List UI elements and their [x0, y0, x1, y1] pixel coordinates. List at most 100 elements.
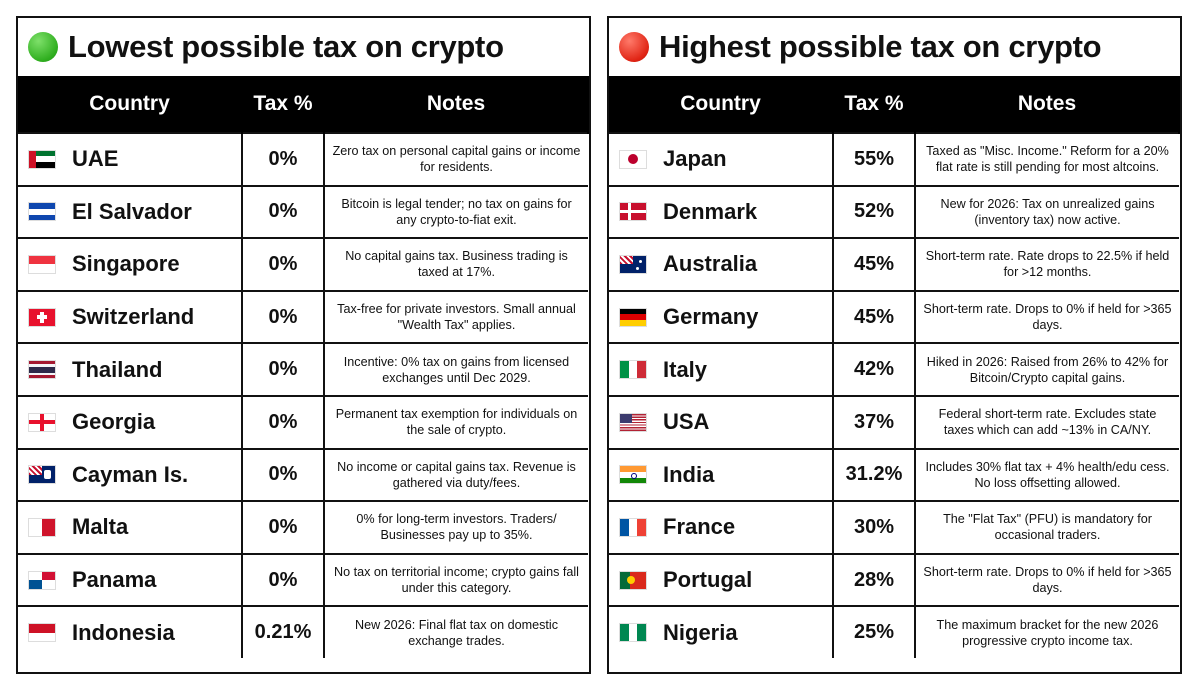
france-flag-icon [619, 517, 647, 537]
tax-cell: 28% [832, 552, 916, 608]
cayman-islands-flag-icon [28, 465, 56, 485]
header-tax: Tax % [242, 76, 325, 133]
notes-cell: Taxed as "Misc. Income." Reform for a 20… [914, 132, 1179, 187]
country-cell: UAE [18, 132, 243, 187]
table-row: Germany 45% Short-term rate. Drops to 0% i… [609, 289, 1179, 345]
table-row: Malta 0% 0% for long-term investors. Trade… [18, 500, 588, 555]
tax-cell: 25% [832, 605, 916, 658]
tax-cell: 0% [241, 342, 325, 397]
country-cell: Panama [18, 552, 243, 608]
notes-cell: Tax-free for private investors. Small an… [323, 289, 588, 345]
country-name: Italy [663, 356, 708, 382]
country-cell: Singapore [18, 237, 243, 292]
table-row: Switzerland 0% Tax-free for private invest… [18, 289, 588, 345]
country-name: UAE [72, 146, 119, 172]
tax-cell: 0% [241, 447, 325, 503]
table-row: India 31.2% Includes 30% flat tax + 4% hea… [609, 447, 1179, 503]
country-name: Denmark [663, 198, 758, 224]
header-notes: Notes [915, 76, 1180, 133]
country-name: India [663, 461, 715, 487]
country-cell: Portugal [609, 552, 834, 608]
tax-cell: 42% [832, 342, 916, 397]
thailand-flag-icon [28, 360, 56, 380]
nigeria-flag-icon [619, 623, 647, 643]
notes-cell: Short-term rate. Drops to 0% if held for… [914, 552, 1179, 608]
country-name: Portugal [663, 567, 753, 593]
tax-cell: 45% [832, 289, 916, 345]
country-name: Panama [72, 567, 157, 593]
notes-cell: Zero tax on personal capital gains or in… [323, 132, 588, 187]
tax-cell: 0% [241, 132, 325, 187]
tax-cell: 31.2% [832, 447, 916, 503]
country-name: Malta [72, 514, 129, 540]
country-cell: Nigeria [609, 605, 834, 658]
country-cell: Italy [609, 342, 834, 397]
country-name: Indonesia [72, 619, 175, 645]
table-row: UAE 0% Zero tax on personal capital gains … [18, 132, 588, 187]
country-cell: Thailand [18, 342, 243, 397]
switzerland-flag-icon [28, 307, 56, 327]
notes-cell: The maximum bracket for the new 2026 pro… [914, 605, 1179, 658]
notes-cell: No income or capital gains tax. Revenue … [323, 447, 588, 503]
lowest-tax-panel: Lowest possible tax on crypto Country Ta… [16, 16, 591, 674]
notes-cell: The "Flat Tax" (PFU) is mandatory for oc… [914, 500, 1179, 555]
header-country: Country [609, 76, 834, 133]
table-header-row: Country Tax % Notes [609, 76, 1180, 133]
italy-flag-icon [619, 360, 647, 380]
notes-cell: New for 2026: Tax on unrealized gains (i… [914, 184, 1179, 240]
tax-cell: 0% [241, 500, 325, 555]
table-row: Portugal 28% Short-term rate. Drops to 0% … [609, 552, 1179, 608]
table-row: El Salvador 0% Bitcoin is legal tender; no… [18, 184, 588, 240]
panel-title: Highest possible tax on crypto [609, 18, 1180, 76]
country-cell: USA [609, 394, 834, 450]
table-row: Japan 55% Taxed as "Misc. Income." Reform … [609, 132, 1179, 187]
table-row: France 30% The "Flat Tax" (PFU) is mandato… [609, 500, 1179, 555]
tax-cell: 0% [241, 289, 325, 345]
country-cell: Georgia [18, 394, 243, 450]
singapore-flag-icon [28, 254, 56, 274]
tax-cell: 0% [241, 184, 325, 240]
notes-cell: Short-term rate. Rate drops to 22.5% if … [914, 237, 1179, 292]
usa-flag-icon [619, 412, 647, 432]
green-circle-icon [28, 32, 58, 62]
country-name: Germany [663, 304, 759, 330]
panel-title-text: Highest possible tax on crypto [659, 29, 1102, 64]
el-salvador-flag-icon [28, 202, 56, 222]
notes-cell: No tax on territorial income; crypto gai… [323, 552, 588, 608]
tax-cell: 0.21% [241, 605, 325, 658]
portugal-flag-icon [619, 570, 647, 590]
tax-cell: 45% [832, 237, 916, 292]
indonesia-flag-icon [28, 623, 56, 643]
highest-tax-panel: Highest possible tax on crypto Country T… [607, 16, 1182, 674]
denmark-flag-icon [619, 202, 647, 222]
table-row: Denmark 52% New for 2026: Tax on unrealize… [609, 184, 1179, 240]
header-tax: Tax % [833, 76, 916, 133]
country-name: Thailand [72, 356, 163, 382]
country-cell: Germany [609, 289, 834, 345]
country-cell: Australia [609, 237, 834, 292]
country-cell: France [609, 500, 834, 555]
notes-cell: No capital gains tax. Business trading i… [323, 237, 588, 292]
country-name: Switzerland [72, 304, 195, 330]
country-name: Singapore [72, 251, 180, 277]
india-flag-icon [619, 465, 647, 485]
country-cell: Cayman Is. [18, 447, 243, 503]
table-row: Georgia 0% Permanent tax exemption for ind… [18, 394, 588, 450]
notes-cell: 0% for long-term investors. Traders/ Bus… [323, 500, 588, 555]
country-name: El Salvador [72, 198, 192, 224]
tax-cell: 0% [241, 394, 325, 450]
table-row: Italy 42% Hiked in 2026: Raised from 26% t… [609, 342, 1179, 397]
australia-flag-icon [619, 254, 647, 274]
table-row: Thailand 0% Incentive: 0% tax on gains fro… [18, 342, 588, 397]
country-cell: Malta [18, 500, 243, 555]
table-row: Cayman Is. 0% No income or capital gains t… [18, 447, 588, 503]
table-row: Nigeria 25% The maximum bracket for the ne… [609, 605, 1179, 658]
country-name: France [663, 514, 736, 540]
red-circle-icon [619, 32, 649, 62]
country-name: Australia [663, 251, 758, 277]
country-name: Japan [663, 146, 727, 172]
tax-cell: 30% [832, 500, 916, 555]
country-name: Georgia [72, 409, 156, 435]
table-row: Australia 45% Short-term rate. Rate drops … [609, 237, 1179, 292]
georgia-flag-icon [28, 412, 56, 432]
